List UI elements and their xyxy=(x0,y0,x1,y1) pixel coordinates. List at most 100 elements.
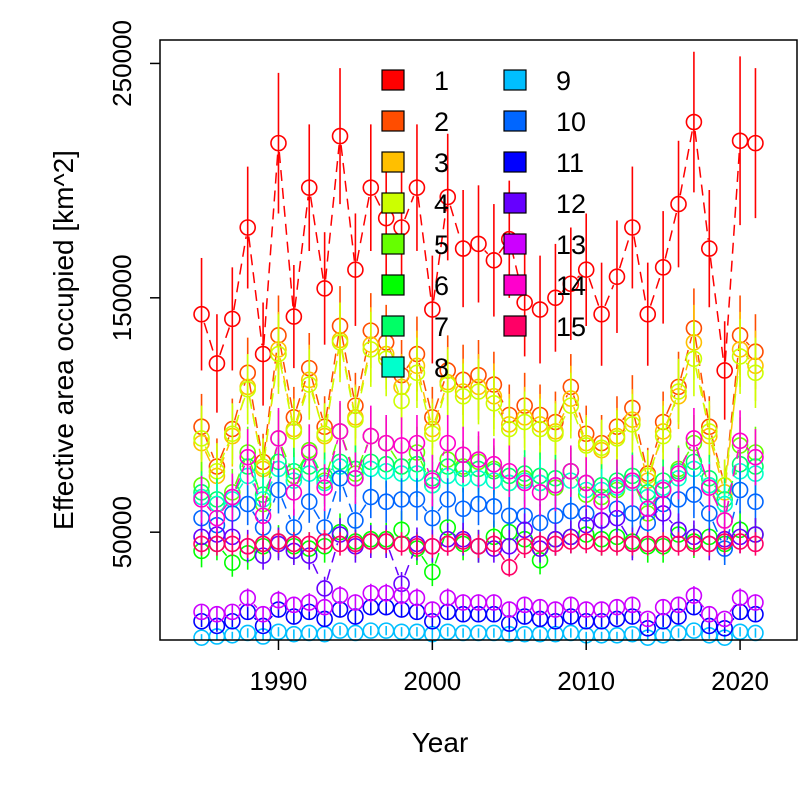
series-14-connector xyxy=(312,460,322,480)
series-14-point xyxy=(516,474,533,492)
series-4-point xyxy=(624,416,641,433)
series-1-connector xyxy=(248,236,263,346)
series-10-connector xyxy=(437,505,443,512)
series-1-point xyxy=(224,310,241,328)
legend-label: 4 xyxy=(434,189,449,219)
series-1-point xyxy=(624,219,641,236)
series-13-point xyxy=(224,603,241,621)
series-4-point xyxy=(485,394,503,412)
series-13-point xyxy=(547,601,564,618)
series-14-point xyxy=(239,448,257,466)
series-1-connector xyxy=(633,236,647,306)
series-10-connector xyxy=(359,504,367,514)
series-4-point xyxy=(393,392,410,410)
series-1-connector xyxy=(618,235,631,269)
series-14-point xyxy=(362,427,380,445)
legend-item-4: 4 xyxy=(381,189,449,219)
series-3-connector xyxy=(434,390,446,421)
series-11-connector xyxy=(253,617,257,621)
series-2-connector xyxy=(633,416,647,466)
series-13-point xyxy=(270,591,287,609)
series-10-point xyxy=(300,493,318,511)
series-3-connector xyxy=(219,444,230,468)
legend-label: 11 xyxy=(556,148,584,178)
series-1-point xyxy=(439,188,457,206)
series-1-point xyxy=(670,195,687,213)
series-4-connector xyxy=(219,441,230,464)
series-14-point xyxy=(408,434,426,452)
series-1-point xyxy=(193,305,210,323)
series-14-point xyxy=(454,446,472,464)
series-1-point xyxy=(593,305,610,323)
series-14-point xyxy=(624,472,641,489)
series-1-connector xyxy=(432,205,448,301)
series-10-connector xyxy=(297,509,306,521)
series-13-point xyxy=(700,605,718,623)
legend-item-8: 8 xyxy=(381,353,449,383)
series-14-connector xyxy=(725,449,740,512)
series-14-point xyxy=(300,444,318,461)
series-4-connector xyxy=(497,410,506,422)
series-15-point xyxy=(747,535,764,553)
series-1-connector xyxy=(340,144,356,261)
series-1-connector xyxy=(404,195,415,220)
series-4-connector xyxy=(234,397,246,426)
series-10-connector xyxy=(712,521,722,541)
series-3-connector xyxy=(694,351,709,428)
series-4-connector xyxy=(745,362,750,367)
series-14-point xyxy=(270,430,287,447)
series-14-connector xyxy=(695,446,708,480)
series-14-connector xyxy=(712,495,722,513)
legend-label: 15 xyxy=(556,312,586,342)
series-14-point xyxy=(331,423,349,440)
series-14-point xyxy=(670,465,687,482)
series-14-connector xyxy=(264,447,278,508)
series-10-point xyxy=(424,509,441,527)
series-14-point xyxy=(285,484,303,501)
series-2-connector xyxy=(666,394,676,415)
series-10-point xyxy=(485,498,503,515)
series-2-connector xyxy=(263,344,279,454)
series-1-connector xyxy=(576,275,581,279)
series-1-point xyxy=(608,268,626,286)
series-15-connector xyxy=(513,553,520,561)
series-4-point xyxy=(670,383,687,400)
series-15 xyxy=(193,529,764,577)
series-1-connector xyxy=(262,152,279,346)
series-4-connector xyxy=(405,380,414,394)
series-1-point xyxy=(531,301,549,318)
series-12-connector xyxy=(404,552,415,576)
series-3-connector xyxy=(310,388,323,428)
series-1-connector xyxy=(649,275,662,306)
legend-swatch xyxy=(381,233,405,255)
series-13-point xyxy=(439,589,457,607)
series-13-point xyxy=(747,594,764,611)
legend-swatch xyxy=(381,356,405,378)
series-14-point xyxy=(193,491,210,508)
legend-item-1: 1 xyxy=(381,66,449,96)
series-4-point xyxy=(654,427,672,445)
series-15-point xyxy=(500,559,518,576)
series-1-connector xyxy=(604,284,615,307)
legend-swatch xyxy=(503,192,527,214)
series-4-point xyxy=(224,425,241,443)
series-14-point xyxy=(639,500,657,518)
series-4-point xyxy=(347,411,364,428)
legend-swatch xyxy=(381,274,405,296)
series-14-point xyxy=(470,451,487,468)
series-13-connector xyxy=(638,610,642,614)
series-3-connector xyxy=(710,444,724,484)
series-13-point xyxy=(408,589,426,607)
series-14-point xyxy=(500,462,518,480)
series-10-point xyxy=(454,500,472,518)
series-4-connector xyxy=(325,351,340,425)
series-13-point xyxy=(562,596,580,614)
y-tick-label: 150000 xyxy=(107,254,137,341)
series-4-point xyxy=(193,430,210,447)
series-1-point xyxy=(408,179,426,196)
series-4-connector xyxy=(356,358,370,412)
series-1-connector xyxy=(449,205,462,241)
series-13-point xyxy=(347,594,364,611)
legend-item-9: 9 xyxy=(503,66,571,96)
legend-item-12: 12 xyxy=(503,189,586,219)
